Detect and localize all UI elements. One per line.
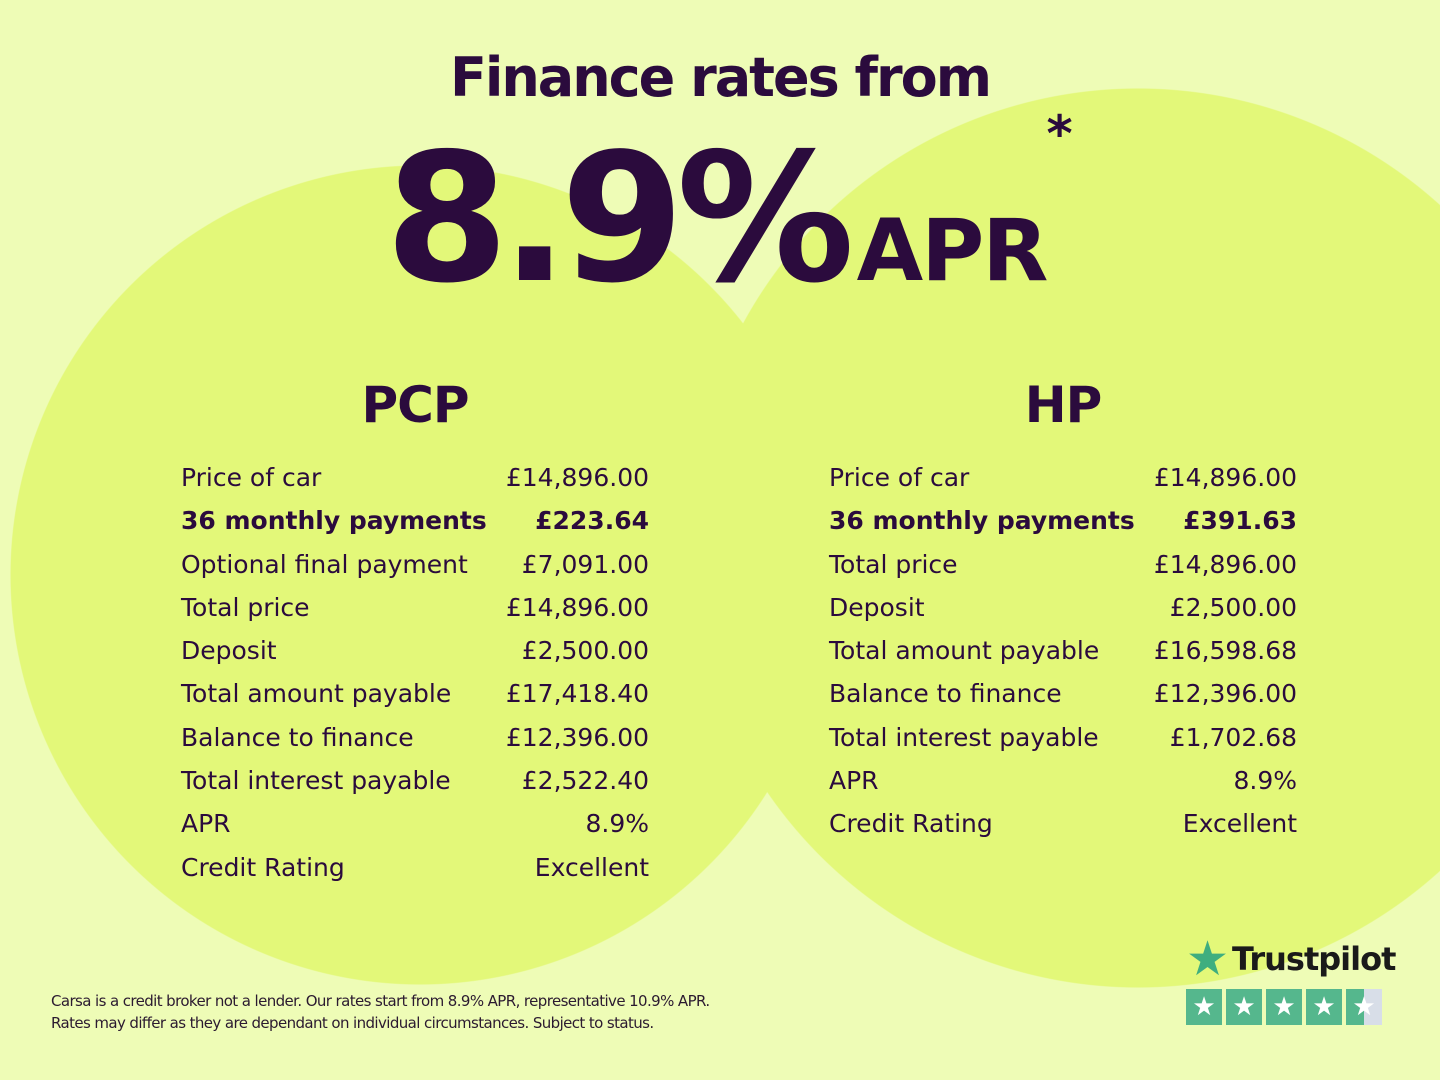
row-label: Deposit <box>181 636 277 666</box>
trustpilot-name: Trustpilot <box>1232 940 1396 978</box>
row-value: £12,396.00 <box>505 722 649 752</box>
rate-value: 8.9% <box>385 115 855 322</box>
rating-star-icon: ★ <box>1266 989 1302 1025</box>
row-value: 8.9% <box>1233 766 1297 796</box>
row-value: £2,500.00 <box>521 636 649 666</box>
row-label: Total amount payable <box>829 636 1100 666</box>
row-label: Credit Rating <box>829 809 993 839</box>
table-row: Total amount payable £17,418.40 <box>181 679 649 722</box>
table-row: Credit Rating Excellent <box>829 809 1297 852</box>
table-row: APR 8.9% <box>829 766 1297 809</box>
row-value: Excellent <box>1182 809 1297 839</box>
row-value: 8.9% <box>585 809 649 839</box>
headline: Finance rates from <box>449 46 992 109</box>
disclaimer: Carsa is a credit broker not a lender. O… <box>51 990 710 1034</box>
rate-asterisk: * <box>1046 105 1073 163</box>
row-value: £17,418.40 <box>505 679 649 709</box>
row-label: Price of car <box>829 463 970 492</box>
row-label: Total price <box>829 549 958 579</box>
row-label: Balance to finance <box>829 679 1062 709</box>
table-row: Total price £14,896.00 <box>181 593 649 636</box>
row-label: Optional final payment <box>181 549 468 579</box>
row-value: £223.64 <box>535 506 649 536</box>
table-row: Price of car £14,896.00 <box>829 463 1297 506</box>
row-value: £14,896.00 <box>1153 549 1297 579</box>
trustpilot-star-icon: ★ <box>1186 931 1229 987</box>
table-row: 36 monthly payments £391.63 <box>829 506 1297 549</box>
row-label: Price of car <box>181 463 322 492</box>
table-row: Balance to finance £12,396.00 <box>829 679 1297 722</box>
row-value: £14,896.00 <box>505 463 649 492</box>
table-row: Credit Rating Excellent <box>181 853 649 896</box>
row-label: Credit Rating <box>181 852 345 882</box>
row-value: £2,522.40 <box>521 766 649 796</box>
table-row: 36 monthly payments £223.64 <box>181 506 649 549</box>
row-value: £391.63 <box>1183 506 1297 536</box>
rate-display: 8.9% APR * <box>385 105 1073 322</box>
table-row: Total interest payable £1,702.68 <box>829 723 1297 766</box>
table-row: Deposit £2,500.00 <box>181 636 649 679</box>
row-label: Balance to finance <box>181 722 414 752</box>
table-row: Balance to finance £12,396.00 <box>181 723 649 766</box>
row-value: Excellent <box>534 852 649 882</box>
hp-table: HP Price of car £14,896.00 36 monthly paym… <box>829 375 1297 853</box>
pcp-table: PCP Price of car £14,896.00 36 monthly pay… <box>181 375 649 896</box>
table-row: Deposit £2,500.00 <box>829 593 1297 636</box>
row-label: 36 monthly payments <box>829 506 1135 536</box>
rating-star-icon: ★ <box>1226 989 1262 1025</box>
row-label: Total price <box>181 592 310 622</box>
trustpilot-badge: ★ Trustpilot ★ ★ ★ ★ ★ <box>1186 931 1396 1025</box>
row-label: Deposit <box>829 592 925 622</box>
row-value: £16,598.68 <box>1153 636 1297 666</box>
row-value: £12,396.00 <box>1153 679 1297 709</box>
rating-star-icon: ★ <box>1346 989 1382 1025</box>
disclaimer-line-2: Rates may differ as they are dependant o… <box>51 1014 654 1032</box>
row-label: Total interest payable <box>829 722 1099 752</box>
row-label: APR <box>829 766 879 796</box>
row-value: £14,896.00 <box>505 592 649 622</box>
rating-star-icon: ★ <box>1186 989 1222 1025</box>
row-value: £14,896.00 <box>1153 463 1297 492</box>
table-row: Price of car £14,896.00 <box>181 463 649 506</box>
pcp-heading: PCP <box>361 376 470 434</box>
trustpilot-rating: ★ ★ ★ ★ ★ <box>1186 989 1395 1025</box>
table-row: Total interest payable £2,522.40 <box>181 766 649 809</box>
rating-star-icon: ★ <box>1306 989 1342 1025</box>
table-row: Total price £14,896.00 <box>829 550 1297 593</box>
disclaimer-line-1: Carsa is a credit broker not a lender. O… <box>51 992 710 1010</box>
table-row: Optional final payment £7,091.00 <box>181 550 649 593</box>
row-value: £2,500.00 <box>1169 592 1297 622</box>
table-row: Total amount payable £16,598.68 <box>829 636 1297 679</box>
row-label: Total amount payable <box>181 679 452 709</box>
row-label: Total interest payable <box>181 766 451 796</box>
row-label: 36 monthly payments <box>181 506 487 536</box>
rate-suffix: APR <box>856 201 1049 301</box>
table-row: APR 8.9% <box>181 809 649 852</box>
hp-heading: HP <box>1024 376 1103 434</box>
row-value: £1,702.68 <box>1169 722 1297 752</box>
row-value: £7,091.00 <box>521 549 649 579</box>
row-label: APR <box>181 809 231 839</box>
